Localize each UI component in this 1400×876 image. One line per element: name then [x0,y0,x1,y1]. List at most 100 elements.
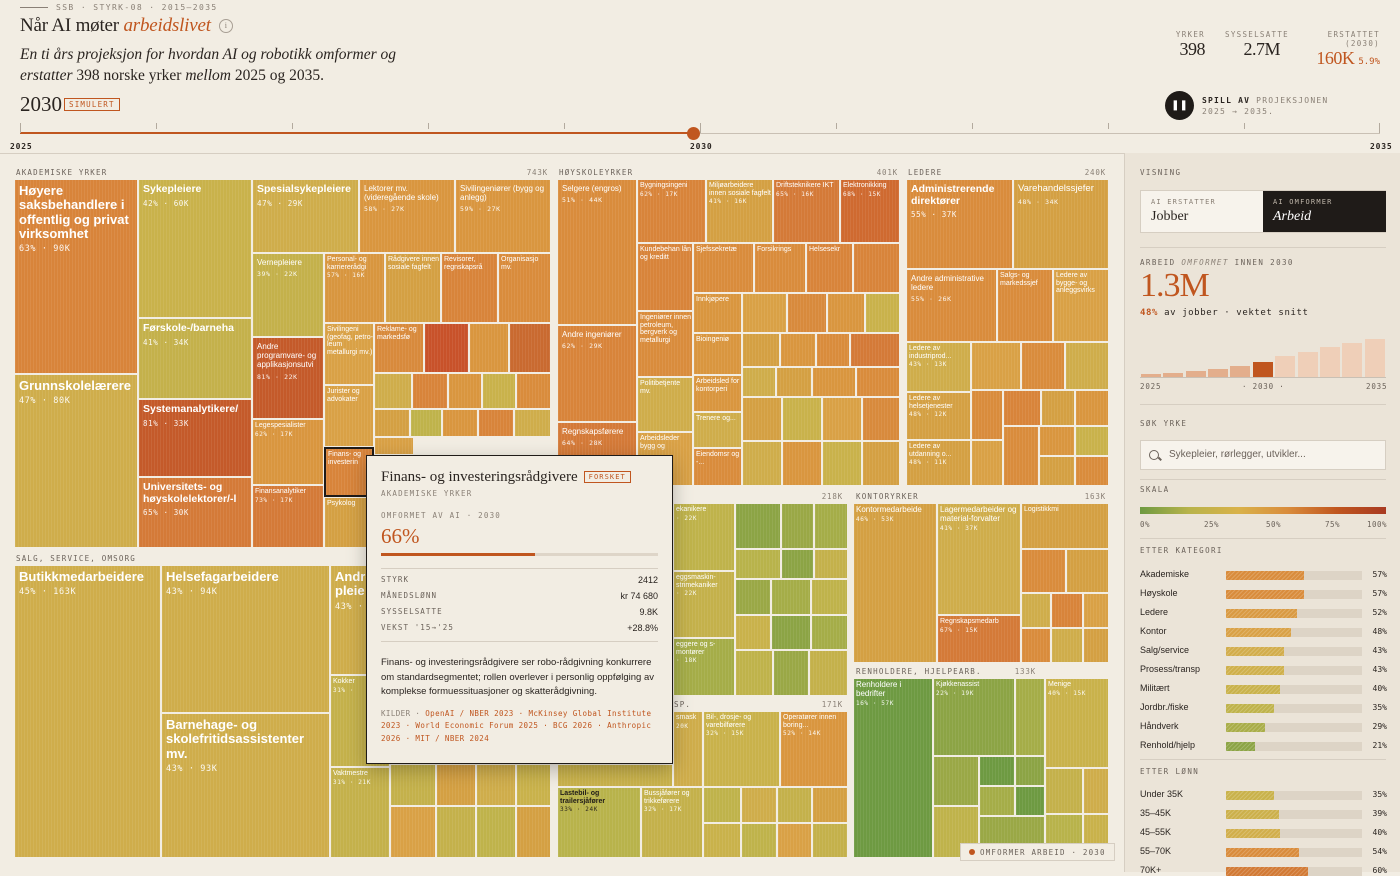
cell-trans-small[interactable] [557,764,673,787]
cell-akad-small[interactable] [410,409,442,437]
cell-renhold-small[interactable] [1015,756,1045,786]
cell-trans-small[interactable] [812,823,848,858]
cell-renhold-small[interactable] [1045,768,1083,814]
cell-led-small[interactable] [1039,456,1075,486]
cell-hand-small[interactable] [771,615,811,650]
cell-elektronikkingenior[interactable]: Elektronikking 68% · 15K [840,179,900,243]
cell-hoy-small[interactable] [853,243,900,293]
search-input[interactable]: Sykepleier, rørlegger, utvikler... [1140,440,1386,470]
histogram-bar[interactable] [1298,352,1318,377]
cell-hoy-small[interactable] [742,333,780,367]
cell-helsesekretaer[interactable]: Helsesekr [806,243,853,293]
cell-led-small[interactable] [971,342,1021,390]
cell-hand-small[interactable] [735,615,771,650]
cell-akad-small[interactable] [374,373,412,409]
cell-hand-small[interactable] [735,549,781,579]
category-row-bar[interactable] [1226,723,1362,732]
cell-led-small[interactable] [1075,456,1109,486]
wage-row-label[interactable]: 35–45K [1140,808,1172,818]
cell-hand-small[interactable] [735,650,773,696]
cell-andre-administrative[interactable]: Andre administrative ledere 55% · 26K [906,269,997,342]
cell-hand-small[interactable] [771,579,811,615]
category-row-label[interactable]: Jordbr./fiske [1140,702,1189,712]
cell-akad-small[interactable] [412,373,448,409]
histogram-bar[interactable] [1342,343,1362,377]
wage-row-bar[interactable] [1226,848,1362,857]
cell-led-small[interactable] [1003,390,1041,426]
cell-kontor-small[interactable] [1021,593,1051,628]
cell-hand-small[interactable] [781,503,814,549]
cell-hoy-small[interactable] [742,293,787,333]
cell-menige[interactable]: Menige 40% · 15K [1045,678,1109,768]
cell-salg-small[interactable] [476,764,516,806]
cell-salg-small[interactable] [436,764,476,806]
cell-lagermedarbeidere[interactable]: Lagermedarbeider og material-forvalter 41… [937,503,1021,615]
wage-row-bar[interactable] [1226,791,1362,800]
toggle-ai-omformer[interactable]: AI OMFORMER Arbeid [1263,191,1386,232]
cell-salg-small[interactable] [436,806,476,858]
cell-ledere-utdanning[interactable]: Ledere av utdanning o... 48% · 11K [906,440,971,486]
cell-finansanalytiker[interactable]: Finansanalytiker 73% · 17K [252,485,324,548]
cell-bussjaforer[interactable]: Bussjåfører og trikkeførere 32% · 17K [641,787,703,858]
timeline-track[interactable] [20,133,1380,134]
cell-logistikk[interactable]: Logistikkmi [1021,503,1109,549]
cell-akad-small[interactable] [469,323,509,373]
cell-renholdere[interactable]: Renholdere i bedrifter 16% · 57K [853,678,933,858]
category-row-bar[interactable] [1226,571,1362,580]
cell-sjefssekretaer[interactable]: Sjefssekretæ [693,243,754,293]
cell-operatorer-boring[interactable]: Operatører innen boring... 52% · 14K [780,711,848,787]
histogram-bar[interactable] [1141,374,1161,377]
cell-led-small[interactable] [1041,390,1075,426]
category-row-bar[interactable] [1226,704,1362,713]
cell-politibetjente[interactable]: Politibetjente mv. [637,377,693,432]
histogram-bar[interactable] [1365,339,1385,377]
cell-akad-small[interactable] [514,409,551,437]
cell-salg-small[interactable] [476,806,516,858]
cell-andre-ingeniorer[interactable]: Andre ingeniører 62% · 29K [557,325,637,422]
cell-bygningsingenior[interactable]: Bygningsingeni 62% · 17K [637,179,706,243]
cell-led-small[interactable] [971,390,1003,440]
cell-led-small[interactable] [1065,342,1109,390]
cell-hoy-small[interactable] [816,333,850,367]
cell-systemanalytikere[interactable]: Systemanalytikere/81% · 33K [138,399,252,477]
cell-revisorer[interactable]: Revisorer, regnskapsrå [441,253,498,323]
category-row-label[interactable]: Høyskole [1140,588,1178,598]
play-pause-button[interactable]: ❚❚ [1165,91,1194,120]
cell-organisasjon[interactable]: Organisasjo mv. [498,253,551,323]
cell-trans-small[interactable] [703,823,741,858]
cell-hoy-small[interactable] [865,293,900,333]
cell-smaskin[interactable]: smask 20K [673,711,703,787]
cell-led-small[interactable] [1003,426,1039,486]
cell-ingenior-petroleum[interactable]: Ingeniører innen petroleum, bergverk og … [637,311,693,377]
cell-psykolog[interactable]: Psykolog [324,497,374,548]
cell-akad-small[interactable] [448,373,482,409]
cell-hand-small[interactable] [735,503,781,549]
cell-trans-small[interactable] [741,787,777,823]
cell-helsefagarbeidere[interactable]: Helsefagarbeidere 43% · 94K [161,565,330,713]
cell-kontor-small[interactable] [1021,549,1066,593]
cell-hand-small[interactable] [811,615,848,650]
cell-kontor-small[interactable] [1051,628,1083,663]
cell-arbeidsleder-kontor[interactable]: Arbeidsled for kontorperi [693,375,742,412]
cell-kontormedarbeidere[interactable]: Kontormedarbeide 46% · 53K [853,503,937,663]
cell-hoy-small[interactable] [776,367,812,397]
cell-hoy-small[interactable] [782,441,822,486]
cell-salg-small[interactable] [516,764,551,806]
cell-akad-small[interactable] [374,409,410,437]
cell-hoy-small[interactable] [780,333,816,367]
cell-salg-small[interactable] [390,806,436,858]
cell-hoy-small[interactable] [856,367,900,397]
cell-lektorer[interactable]: Lektorer mv. (videregående skole) 58% · 2… [359,179,455,253]
cell-personal-karriere[interactable]: Personal- og karriererådgi 57% · 16K [324,253,385,323]
cell-hoy-small[interactable] [862,441,900,486]
cell-sivilingenior-geofag[interactable]: Sivilingeni (geofag, petro- leum metallu… [324,323,374,385]
cell-hoy-small[interactable] [742,367,776,397]
cell-akad-small[interactable] [482,373,516,409]
cell-akad-small[interactable] [516,373,551,409]
cell-sivilingenior-bygg[interactable]: Sivilingeniører (bygg og anlegg) 59% · 27… [455,179,551,253]
category-row-label[interactable]: Militært [1140,683,1170,693]
category-row-bar[interactable] [1226,609,1362,618]
cell-montorer[interactable]: eggere og s-montører · 18K [673,638,735,696]
cell-ledere-bygg[interactable]: Ledere av bygge- og anleggsvirks [1053,269,1109,342]
cell-hoyere-saksbehandlere[interactable]: Høyere saksbehandlere i offentlig og pri… [14,179,138,374]
